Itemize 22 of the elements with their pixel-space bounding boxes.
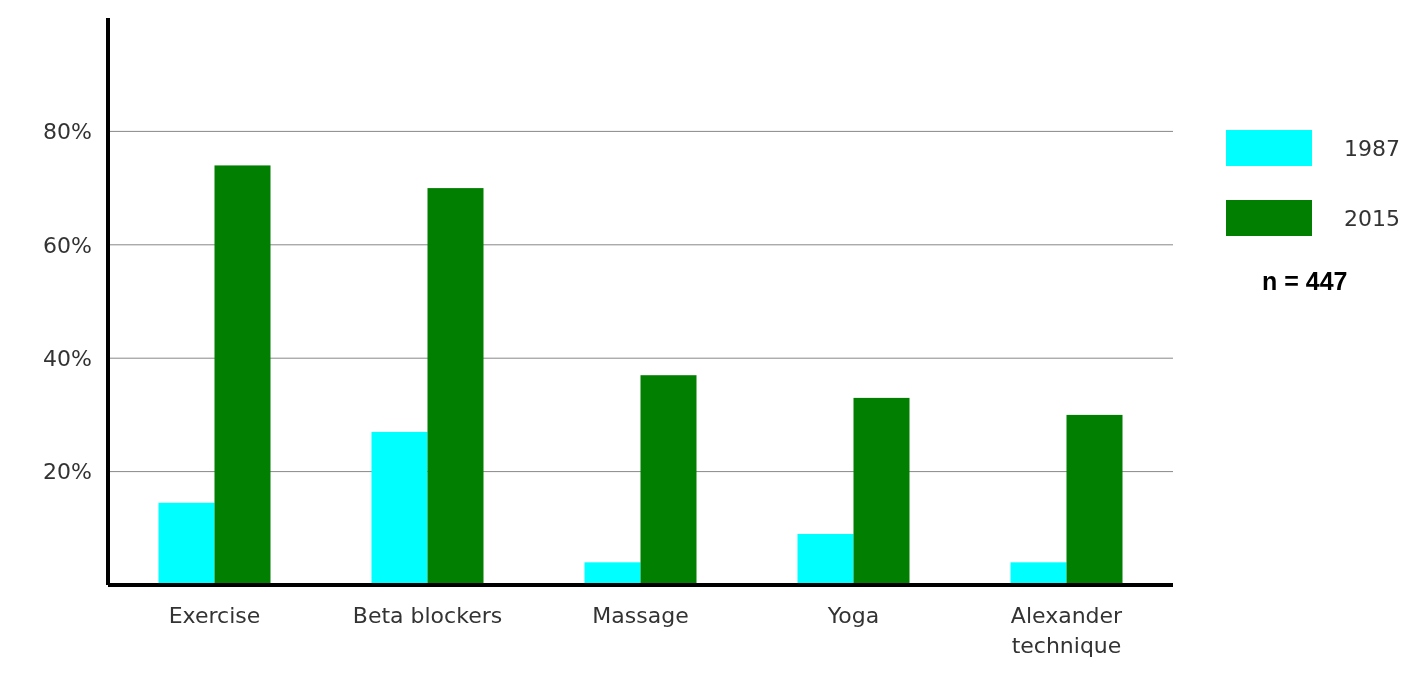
x-tick-label: Massage	[592, 603, 689, 628]
y-tick-label: 60%	[43, 232, 92, 258]
bar	[158, 502, 215, 585]
x-tick-label: Exercise	[168, 603, 261, 628]
text: n = 447	[1262, 267, 1348, 295]
y-tick-label: 20%	[43, 459, 92, 485]
x-tick-label: Alexander technique	[1010, 603, 1124, 658]
bar	[853, 397, 910, 585]
x-tick-label: Beta blockers	[352, 603, 503, 628]
y-tick-label: 80%	[43, 119, 92, 145]
x-tick-label: Yoga	[826, 603, 880, 628]
y-tick-label: 40%	[43, 345, 92, 371]
legend-label: 1987	[1344, 135, 1400, 161]
bar	[640, 375, 697, 585]
bar	[427, 188, 484, 585]
bar	[1010, 562, 1067, 585]
bar	[214, 165, 271, 585]
bar	[1066, 414, 1123, 585]
bar	[584, 562, 641, 585]
legend-label: 2015	[1344, 205, 1400, 231]
bar	[371, 431, 428, 585]
bar	[797, 533, 854, 585]
